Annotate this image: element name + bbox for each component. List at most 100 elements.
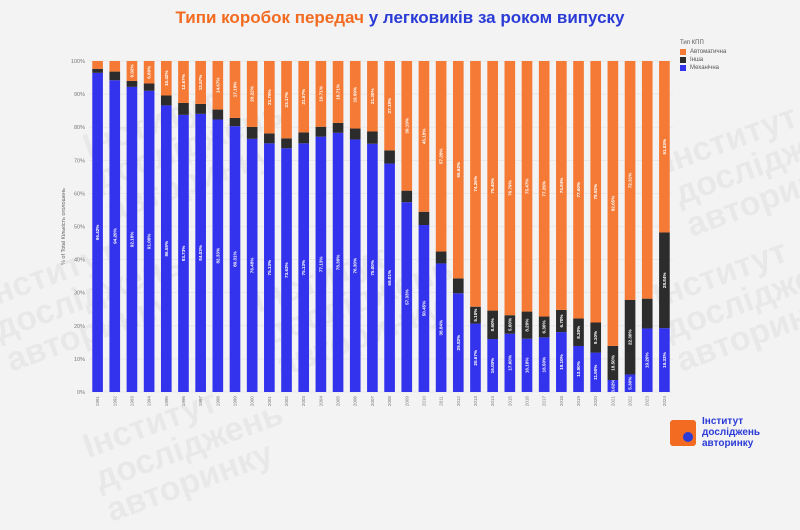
bar-segment-automatic [590, 61, 602, 323]
x-tick-label: 2020 [593, 396, 598, 407]
bar-segment-manual [418, 225, 430, 392]
data-label: 17.60% [507, 355, 512, 371]
data-label: 75.13% [267, 260, 272, 276]
data-label: 6.02% [129, 64, 134, 77]
bar-segment-manual [401, 202, 413, 392]
bar-segment-automatic [487, 61, 498, 311]
bar-segment-automatic [178, 61, 189, 103]
bar-segment-other [659, 232, 670, 329]
data-label: 8.30% [576, 326, 581, 339]
bar-segment-automatic [659, 61, 670, 233]
data-label: 75.40% [490, 178, 495, 194]
x-tick-label: 1995 [164, 396, 169, 407]
y-tick-label: 100% [71, 59, 85, 65]
data-label: 86.58% [164, 241, 169, 257]
bar-segment-other [367, 131, 378, 144]
data-label: 19.99% [353, 87, 358, 103]
x-tick-label: 2023 [645, 396, 650, 407]
data-label: 83.73% [181, 246, 186, 262]
data-label: 76.30% [353, 258, 358, 274]
x-tick-label: 1992 [112, 396, 117, 407]
bar-segment-other [521, 311, 533, 339]
x-tick-label: 2011 [439, 396, 444, 406]
bar-segment-automatic [160, 61, 172, 96]
x-tick-label: 1994 [147, 396, 152, 407]
x-tick-label: 2013 [473, 396, 478, 407]
bar-segment-manual [659, 328, 670, 392]
data-label: 57.28% [439, 148, 444, 164]
bar-segment-other [590, 322, 602, 353]
data-label: 20.67% [473, 350, 478, 366]
data-label: 27.18% [387, 98, 392, 114]
x-tick-label: 2000 [250, 396, 255, 407]
bar-segment-automatic [384, 61, 395, 151]
y-tick-label: 20% [74, 324, 85, 330]
legend-item-automatic: Автоматична [680, 49, 726, 55]
x-tick-label: 2021 [610, 396, 615, 407]
y-tick-label: 30% [74, 291, 85, 297]
bar-segment-automatic [332, 61, 344, 123]
x-tick-label: 2022 [628, 396, 633, 407]
data-label: 6.30% [542, 320, 547, 333]
bar-segment-automatic [109, 61, 121, 72]
data-label: 6.70% [559, 314, 564, 327]
data-label: 65.62% [456, 162, 461, 178]
x-tick-label: 1996 [181, 396, 186, 407]
bar-segment-manual [281, 148, 292, 392]
data-label: 73.63% [284, 262, 289, 278]
data-label: 13.90% [576, 361, 581, 377]
legend-swatch [680, 65, 686, 71]
data-label: 39.10% [404, 118, 409, 134]
data-label: 21.30% [370, 88, 375, 104]
data-label: 5.60% [507, 318, 512, 331]
bar-segment-manual [160, 105, 172, 392]
bar-segment-manual [92, 72, 103, 393]
x-tick-label: 2009 [404, 396, 409, 407]
bar-segment-other [470, 306, 481, 324]
bar-segment-automatic [418, 61, 430, 212]
x-tick-label: 2024 [662, 396, 667, 407]
data-label: 10.42% [164, 70, 169, 86]
data-label: 19.20% [645, 352, 650, 368]
data-label: 22.30% [628, 329, 633, 345]
x-tick-label: 2019 [576, 396, 581, 407]
bar-segment-manual [349, 139, 361, 392]
data-label: 76.79% [507, 180, 512, 196]
data-label: 77.26% [542, 181, 547, 197]
bar-segment-manual [590, 352, 602, 392]
bar-segment-manual [178, 114, 189, 392]
bar-segment-automatic [401, 61, 413, 191]
data-label: 6.80% [147, 66, 152, 79]
bar-segment-other [246, 126, 258, 139]
legend-title: Тип КПП [680, 40, 704, 46]
bar-segment-automatic [212, 61, 224, 110]
bar-segment-manual [452, 293, 464, 392]
data-label: 19.32% [662, 352, 667, 368]
data-label: 45.18% [421, 129, 426, 145]
x-tick-label: 2010 [421, 396, 426, 407]
bar-segment-automatic [229, 61, 241, 118]
bar-segment-manual [607, 380, 619, 392]
x-tick-label: 2008 [387, 396, 392, 407]
bar-segment-other [298, 132, 310, 144]
data-label: 21.79% [267, 89, 272, 105]
data-label: 77.13% [318, 257, 323, 273]
x-tick-label: 2012 [456, 396, 461, 407]
bar-segment-automatic [452, 61, 464, 279]
bar-segment-manual [384, 163, 395, 392]
x-tick-label: 1997 [198, 396, 203, 407]
x-tick-label: 2016 [525, 396, 530, 407]
bar-segment-other [452, 278, 464, 294]
bar-segment-automatic [315, 61, 327, 127]
x-tick-label: 2006 [353, 396, 358, 407]
data-label: 80.31% [233, 251, 238, 267]
bar-segment-other [556, 309, 567, 333]
data-label: 17.19% [233, 82, 238, 98]
bar-segment-other [126, 80, 138, 87]
bar-segment-other [504, 315, 516, 334]
bar-segment-automatic [624, 61, 636, 300]
bar-segment-automatic [641, 61, 653, 299]
bar-segment-manual [538, 337, 550, 392]
bar-segment-other [109, 71, 121, 81]
bar-segment-other [195, 103, 206, 114]
